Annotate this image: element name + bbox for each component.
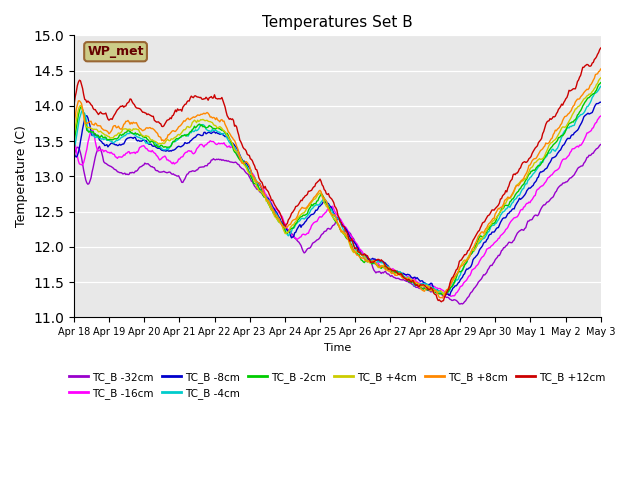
Y-axis label: Temperature (C): Temperature (C) [15,125,28,227]
Text: WP_met: WP_met [87,45,144,58]
X-axis label: Time: Time [324,343,351,353]
Legend: TC_B -32cm, TC_B -16cm, TC_B -8cm, TC_B -4cm, TC_B -2cm, TC_B +4cm, TC_B +8cm, T: TC_B -32cm, TC_B -16cm, TC_B -8cm, TC_B … [65,368,610,403]
Title: Temperatures Set B: Temperatures Set B [262,15,413,30]
